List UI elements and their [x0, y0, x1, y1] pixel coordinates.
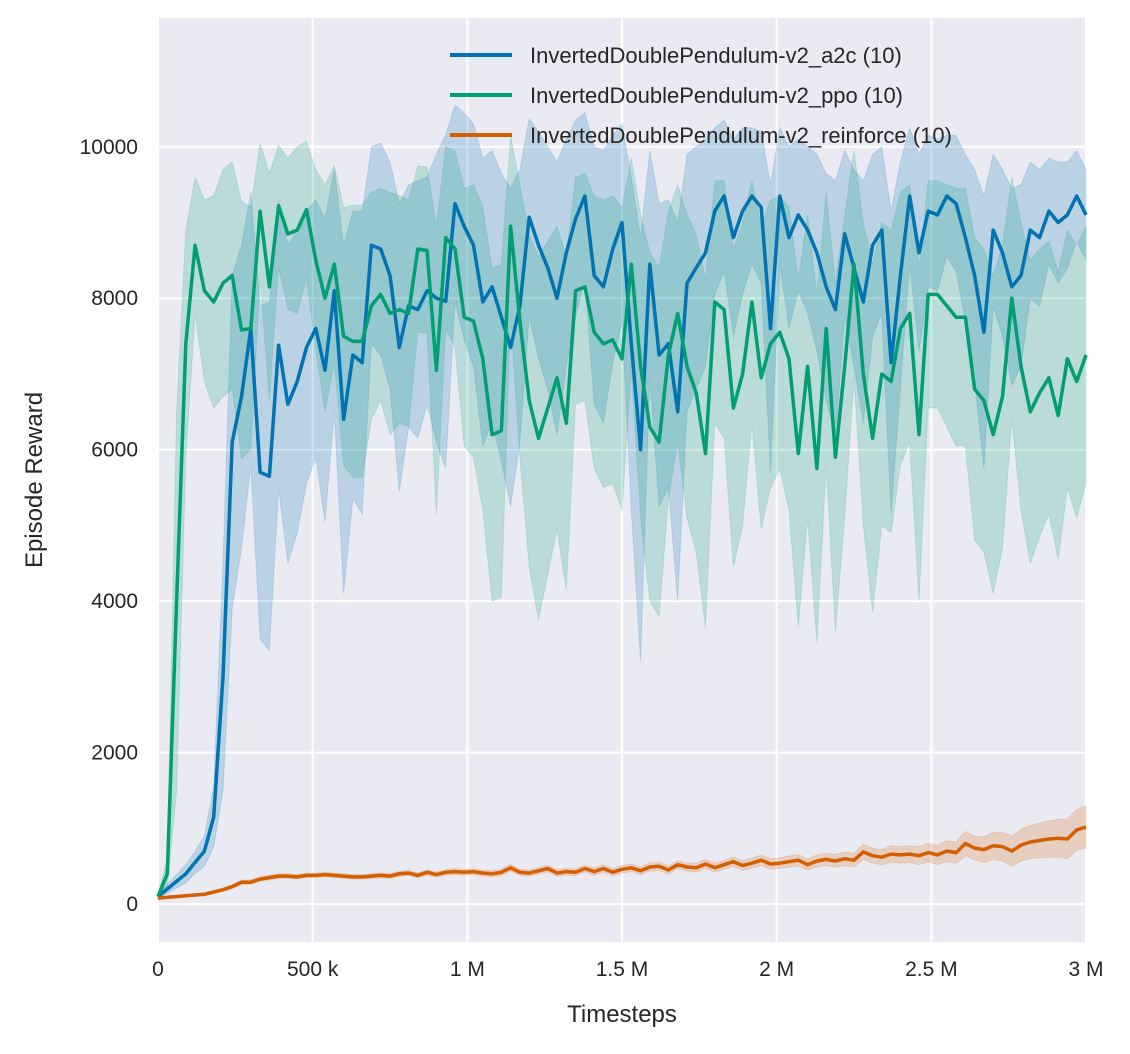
x-tick-label: 0: [152, 958, 164, 981]
x-tick-label: 1 M: [450, 958, 485, 981]
confidence-band-0: [157, 104, 1087, 900]
y-tick-label: 0: [126, 893, 138, 916]
legend-label: InvertedDoublePendulum-v2_a2c (10): [530, 43, 902, 68]
series-line-1: [156, 204, 1088, 898]
x-tick-label: 1.5 M: [596, 958, 649, 981]
x-tick-labels: 0 500 k 1 M 1.5 M 2 M 2.5 M 3 M: [152, 958, 1103, 981]
x-tick-label: 500 k: [287, 958, 339, 981]
y-tick-label: 6000: [91, 439, 138, 462]
y-tick-label: 8000: [91, 287, 138, 310]
legend-label: InvertedDoublePendulum-v2_reinforce (10): [530, 123, 952, 148]
confidence-band-1: [157, 135, 1087, 901]
x-tick-label: 3 M: [1068, 958, 1103, 981]
x-tick-label: 2 M: [759, 958, 794, 981]
gridlines: [157, 18, 1087, 942]
y-tick-label: 2000: [91, 742, 138, 765]
y-tick-labels: 0 2000 4000 6000 8000 10000: [80, 136, 138, 916]
y-axis-label: Episode Reward: [21, 392, 48, 568]
legend-label: InvertedDoublePendulum-v2_ppo (10): [530, 83, 903, 108]
y-tick-label: 4000: [91, 590, 138, 613]
series-line-0: [156, 194, 1088, 898]
series-lines: [156, 194, 1088, 900]
legend: InvertedDoublePendulum-v2_a2c (10) Invert…: [450, 43, 952, 148]
series-line-2: [157, 825, 1087, 900]
x-axis-label: Timesteps: [567, 1001, 677, 1028]
y-tick-label: 10000: [80, 136, 138, 159]
x-tick-label: 2.5 M: [905, 958, 958, 981]
